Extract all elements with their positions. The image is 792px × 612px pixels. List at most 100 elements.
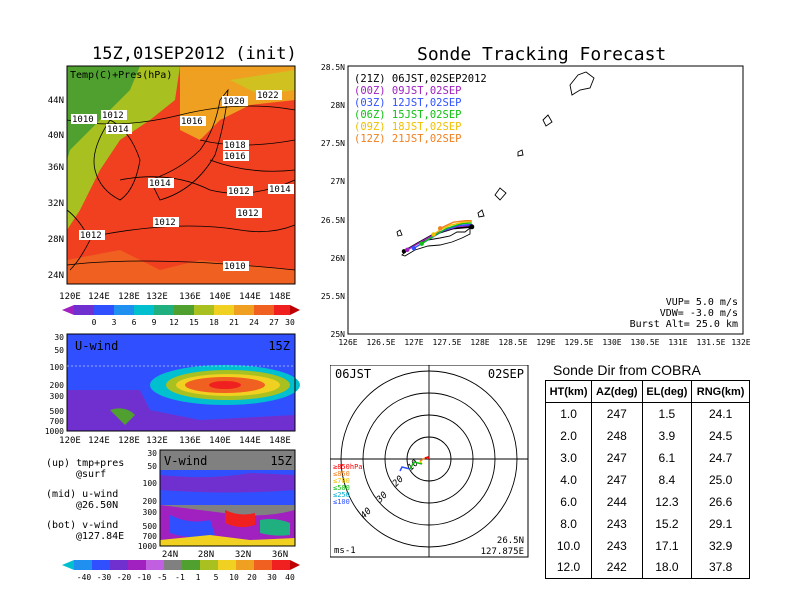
v-wind-panel: V-wind 15Z 30 50 100 200 300 500 700 100… — [138, 449, 296, 560]
svg-text:1018: 1018 — [224, 141, 246, 151]
sonde-dir-table: HT(km) AZ(deg) EL(deg) RNG(km) 1.0 247 1.5… — [545, 380, 750, 579]
svg-text:≤250: ≤250 — [333, 491, 350, 499]
svg-text:131.5E: 131.5E — [697, 338, 726, 347]
svg-text:30: 30 — [285, 318, 295, 327]
svg-text:-20: -20 — [117, 573, 132, 582]
launch-point — [469, 224, 475, 230]
svg-text:1022: 1022 — [257, 91, 279, 101]
svg-text:136E: 136E — [179, 292, 201, 302]
svg-text:30: 30 — [147, 449, 157, 458]
svg-text:129E: 129E — [536, 338, 555, 347]
svg-text:1010: 1010 — [72, 115, 94, 125]
svg-text:120E: 120E — [59, 292, 81, 302]
svg-text:26N: 26N — [331, 254, 346, 263]
svg-text:144E: 144E — [239, 292, 261, 302]
col-el: EL(deg) — [642, 380, 693, 403]
svg-text:120E: 120E — [59, 436, 81, 445]
svg-text:1000: 1000 — [45, 427, 64, 436]
svg-text:140E: 140E — [209, 292, 231, 302]
svg-text:21: 21 — [229, 318, 239, 327]
svg-text:127E: 127E — [404, 338, 423, 347]
svg-text:136E: 136E — [179, 436, 201, 445]
svg-text:700: 700 — [50, 417, 65, 426]
vdw-text: VDW= -3.0 m/s — [660, 308, 738, 319]
svg-text:126E: 126E — [338, 338, 357, 347]
svg-text:≤100: ≤100 — [333, 498, 350, 506]
temp-colorbar-ticks: 0 3 6 9 12 15 18 21 24 27 30 — [92, 318, 295, 327]
u-wind-time: 15Z — [268, 339, 290, 353]
svg-text:126.5E: 126.5E — [367, 338, 396, 347]
trajectory-line-4 — [433, 220, 472, 236]
svg-text:300: 300 — [50, 392, 65, 401]
svg-text:44N: 44N — [48, 96, 64, 106]
tracking-coastlines — [396, 71, 595, 257]
table-row: 6.0 244 12.3 26.6 — [545, 490, 750, 513]
svg-text:1014: 1014 — [149, 179, 171, 189]
svg-text:24: 24 — [249, 318, 259, 327]
svg-text:1000: 1000 — [138, 542, 157, 551]
svg-text:1020: 1020 — [223, 97, 245, 107]
col-ht: HT(km) — [545, 380, 593, 403]
svg-text:1014: 1014 — [107, 125, 129, 135]
svg-text:140E: 140E — [209, 436, 231, 445]
svg-text:1016: 1016 — [224, 152, 246, 162]
svg-text:36N: 36N — [48, 163, 64, 173]
svg-text:128E: 128E — [118, 436, 140, 445]
svg-text:132E: 132E — [146, 436, 168, 445]
pressure-labels: 1010 1012 1014 1016 1018 1016 1014 1012 … — [71, 90, 294, 272]
svg-text:1012: 1012 — [80, 231, 102, 241]
map-title: 15Z,01SEP2012 (init) — [92, 44, 297, 64]
table-row: 8.0 243 15.2 29.1 — [545, 512, 750, 535]
svg-text:200: 200 — [143, 497, 158, 506]
polar-unit: ms-1 — [334, 546, 356, 556]
svg-text:100: 100 — [50, 363, 65, 372]
svg-text:-40: -40 — [77, 573, 92, 582]
burst-text: Burst Alt= 25.0 km — [630, 319, 738, 330]
trajectory-end-point-0 — [401, 249, 407, 254]
table-row: 12.0 242 18.0 37.8 — [545, 556, 750, 579]
polar-rings — [330, 365, 528, 557]
polar-plot: 10 20 30 40 06JST 02SEP ≥850hPa ≤850 ≤70… — [330, 365, 529, 558]
svg-text:25.5N: 25.5N — [321, 292, 345, 301]
svg-text:40: 40 — [285, 573, 295, 582]
svg-text:128E: 128E — [118, 292, 140, 302]
v-wind-x-ticks: 24N 28N 32N 36N — [162, 550, 288, 560]
svg-text:27.5N: 27.5N — [321, 139, 345, 148]
col-rng: RNG(km) — [696, 385, 745, 398]
svg-text:128E: 128E — [470, 338, 489, 347]
v-wind-time: 15Z — [270, 454, 292, 468]
svg-text:148E: 148E — [269, 436, 291, 445]
u-wind-x-ticks: 120E 124E 128E 132E 136E 140E 144E 148E — [59, 436, 291, 445]
svg-text:1016: 1016 — [181, 117, 203, 127]
temp-colorbar-swatches — [62, 305, 300, 315]
svg-text:500: 500 — [50, 407, 65, 416]
tracking-chart: (21Z) 06JST,02SEP2012 (00Z) 09JST,02SEP … — [321, 63, 750, 347]
svg-text:1012: 1012 — [154, 218, 176, 228]
svg-text:129.5E: 129.5E — [565, 338, 594, 347]
svg-text:20: 20 — [247, 573, 257, 582]
svg-text:27N: 27N — [331, 177, 346, 186]
trajectory-line-5 — [439, 219, 472, 229]
tracking-series — [401, 219, 475, 254]
svg-text:15: 15 — [189, 318, 199, 327]
svg-text:130.5E: 130.5E — [631, 338, 660, 347]
tracking-line-1: (00Z) 09JST,02SEP — [354, 85, 461, 97]
tracking-line-2: (03Z) 12JST,02SEP — [354, 97, 461, 109]
svg-text:127.5E: 127.5E — [433, 338, 462, 347]
wind-colorbar: -40 -30 -20 -10 -5 -1 1 5 10 20 30 40 — [62, 560, 300, 582]
svg-text:50: 50 — [54, 346, 64, 355]
svg-text:130E: 130E — [602, 338, 621, 347]
tracking-line-4: (09Z) 18JST,02SEP — [354, 121, 461, 133]
svg-text:24N: 24N — [48, 271, 64, 281]
note-up-1: (up) tmp+pres — [46, 458, 125, 469]
polar-legend: ≥850hPa ≤850 ≤700 ≤500 ≤250 ≤100 — [333, 463, 363, 506]
u-wind-label: U-wind — [75, 339, 118, 353]
map-field-label: Temp(C)+Pres(hPa) — [70, 70, 172, 81]
svg-text:124E: 124E — [88, 292, 110, 302]
svg-text:1012: 1012 — [102, 111, 124, 121]
svg-text:30: 30 — [267, 573, 277, 582]
svg-text:200: 200 — [50, 381, 65, 390]
table-row: 2.0 248 3.9 24.5 — [545, 424, 750, 447]
svg-text:28N: 28N — [48, 235, 64, 245]
svg-text:40N: 40N — [48, 131, 64, 141]
